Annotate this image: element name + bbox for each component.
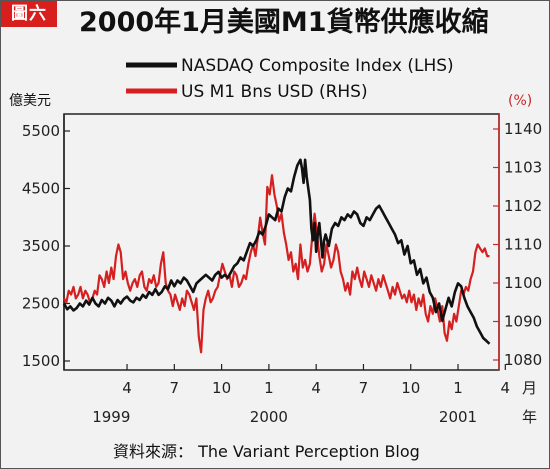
left-axis-unit: 億美元	[9, 93, 51, 109]
legend-label-nasdaq: NASDAQ Composite Index (LHS)	[181, 56, 454, 76]
chart-title: 2000年1月美國M1貨幣供應收縮	[79, 7, 489, 38]
x-tick-label: 4	[311, 379, 321, 397]
series-line-m1	[63, 174, 490, 354]
x-tick-label: 1	[453, 379, 463, 397]
left-tick-label: 4500	[22, 180, 60, 198]
x-tick-label: 7	[170, 379, 180, 397]
right-tick-label: 1102	[504, 197, 542, 215]
x-tick-label: 10	[401, 379, 420, 397]
x-month-unit: 月	[522, 379, 537, 397]
x-year-unit: 年	[522, 408, 537, 426]
right-axis-unit: (%)	[508, 93, 532, 109]
x-tick-label: 1	[264, 379, 274, 397]
left-tick-label: 3500	[22, 237, 60, 255]
right-tick-label: 1103	[504, 159, 542, 177]
x-tick-label: 4	[501, 379, 511, 397]
x-year-label: 2001	[439, 408, 477, 426]
x-tick-label: 7	[359, 379, 369, 397]
x-year-label: 2000	[250, 408, 288, 426]
left-tick-label: 1500	[22, 352, 60, 370]
right-axis-ticks: 1140 1103 1102 1110 1100 1090 1080	[493, 120, 542, 369]
x-axis-ticks: 4 7 10 1 4 7 10 1 4 1999 2000 2001 月年	[92, 364, 537, 426]
right-tick-label: 1140	[504, 120, 542, 138]
left-tick-label: 5500	[22, 122, 60, 140]
series-line-nasdaq	[62, 158, 491, 345]
plot-area	[63, 113, 500, 371]
right-tick-label: 1090	[504, 313, 542, 331]
x-tick-label: 10	[212, 379, 231, 397]
x-tick-label: 4	[122, 379, 132, 397]
x-year-label: 1999	[92, 408, 130, 426]
legend-label-m1: US M1 Bns USD (RHS)	[181, 82, 368, 102]
left-axis-ticks: 1500 2500 3500 4500 5500	[22, 122, 70, 370]
figure-badge: 圖六	[1, 1, 57, 27]
right-tick-label: 1100	[504, 274, 542, 292]
source-note: 資料來源： The Variant Perception Blog	[113, 442, 420, 461]
left-tick-label: 2500	[22, 295, 60, 313]
series-layer	[62, 158, 491, 354]
right-tick-label: 1080	[504, 351, 542, 369]
right-tick-label: 1110	[504, 236, 542, 254]
